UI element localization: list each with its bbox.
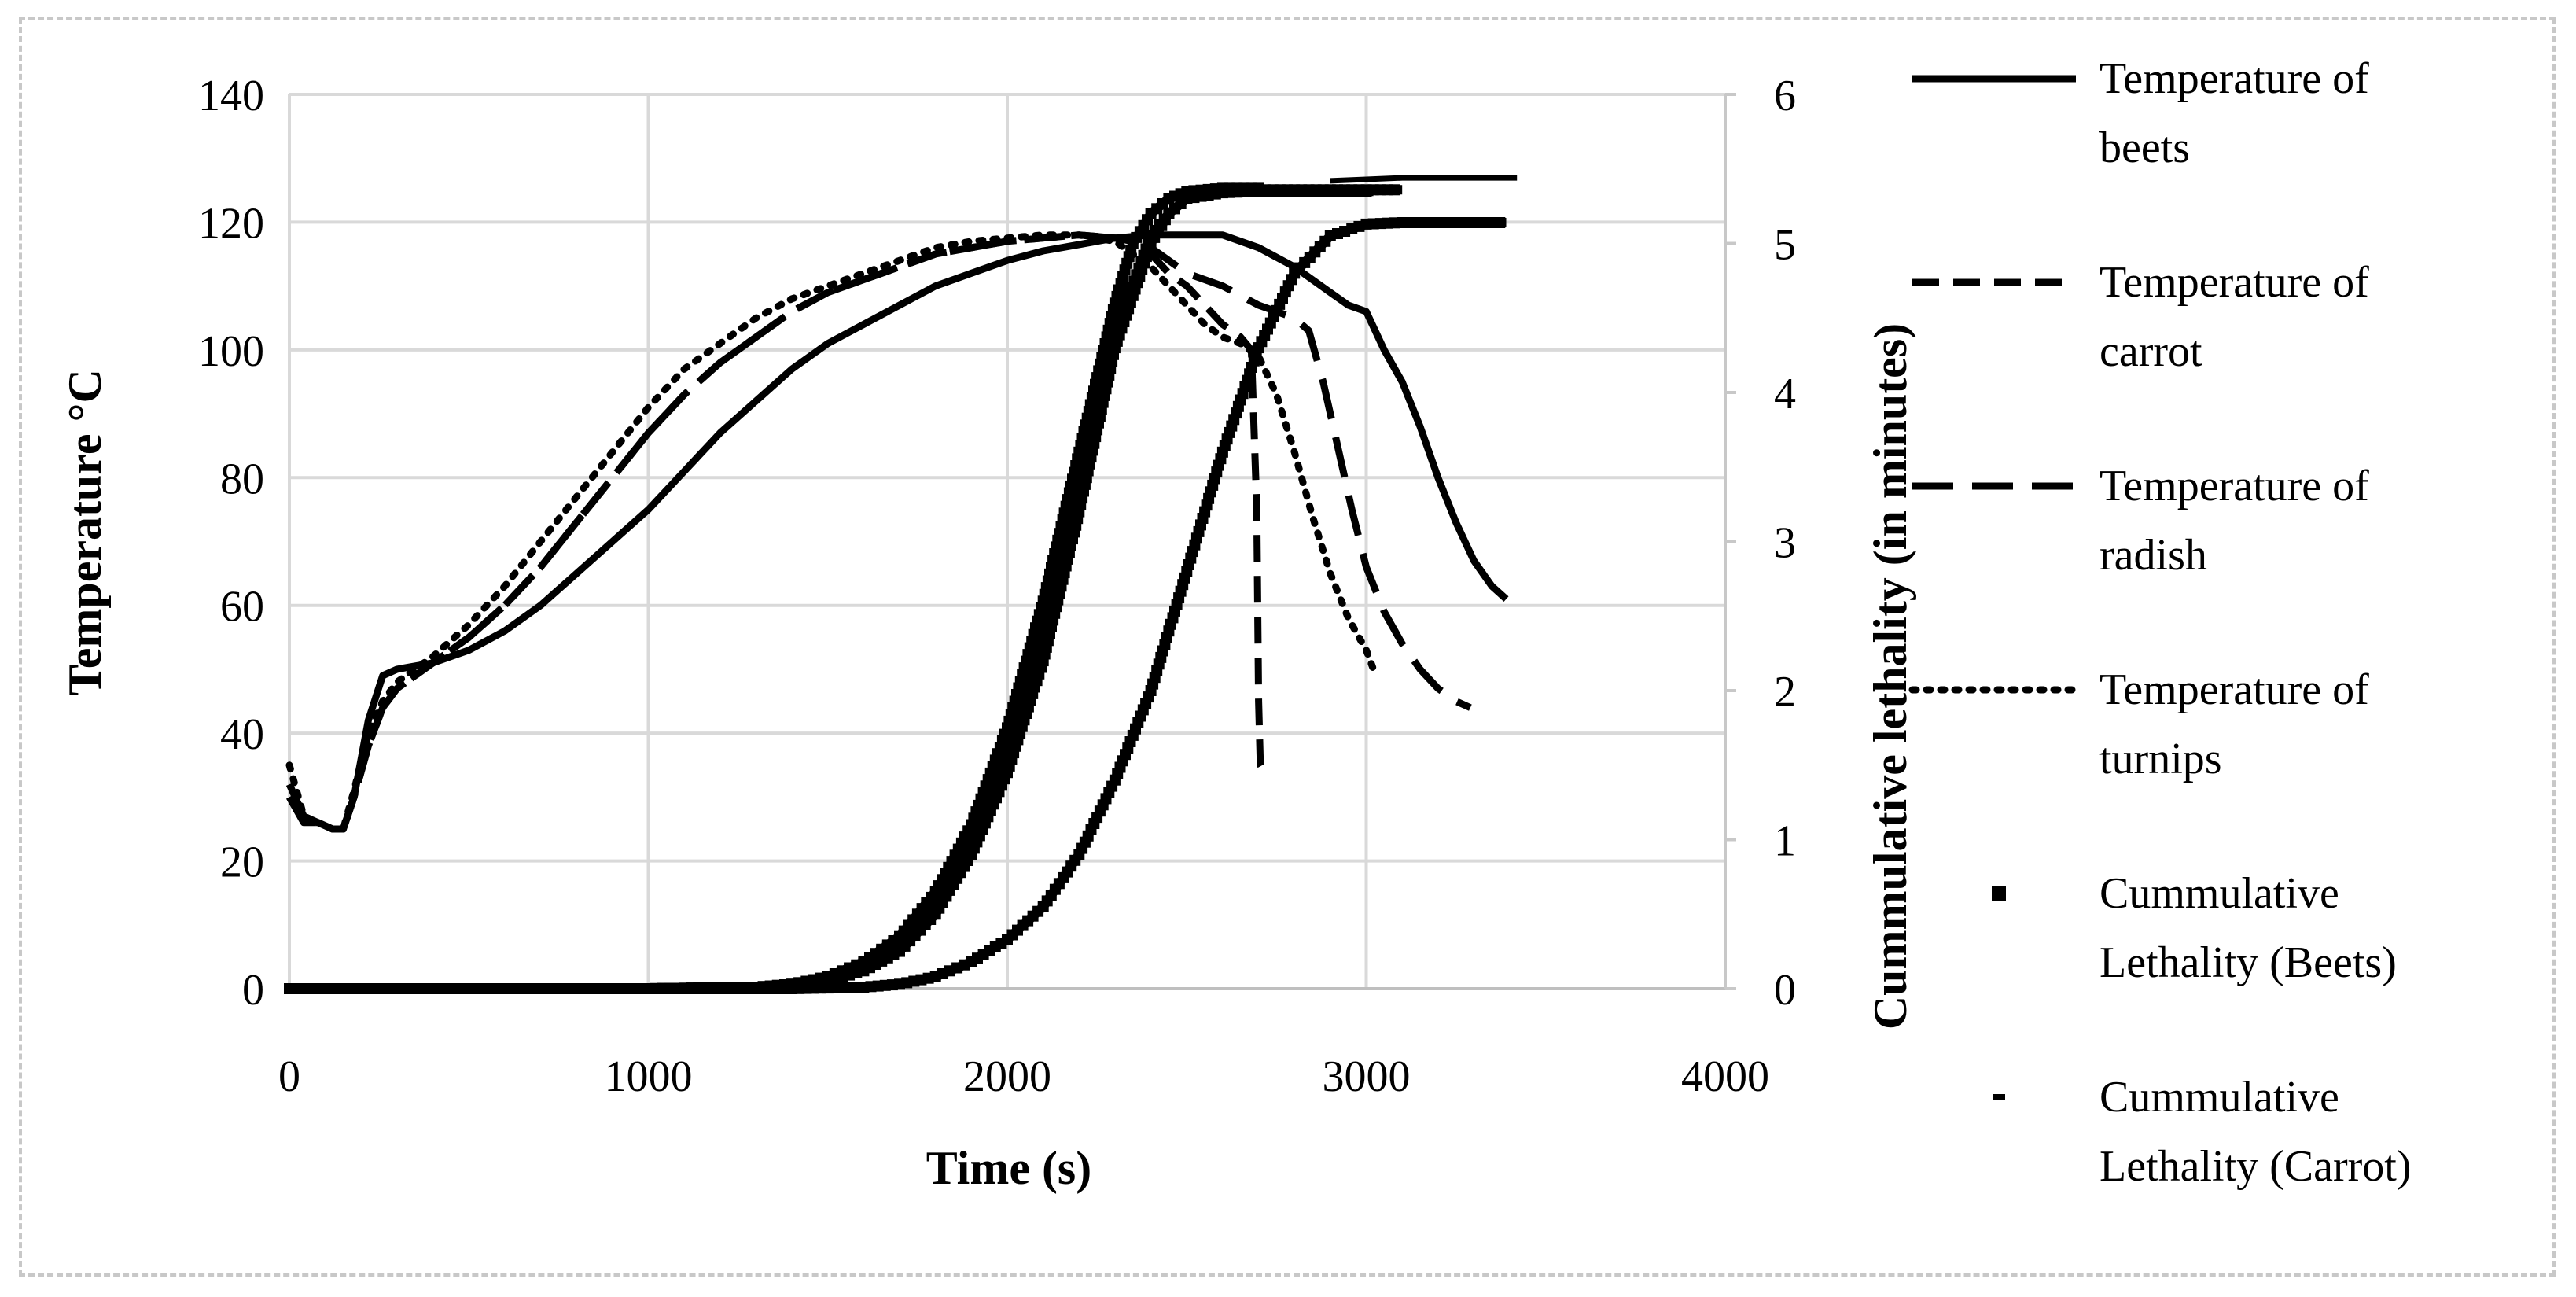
x-tick-label: 2000 <box>963 1052 1051 1101</box>
y-tick-label: 120 <box>198 199 264 248</box>
x-tick-label: 3000 <box>1323 1052 1411 1101</box>
data-point <box>1389 184 1400 196</box>
data-point <box>1360 186 1372 197</box>
y-tick-label: 80 <box>220 455 264 503</box>
legend-label-line2: beets <box>2099 123 2190 172</box>
legend-label-line1: Temperature of <box>2099 665 2369 714</box>
x-tick-label: 0 <box>278 1052 300 1101</box>
series-cummulative-lethality-radish-line <box>289 185 1403 993</box>
data-point <box>1494 217 1506 228</box>
y-tick-label: 20 <box>220 838 264 887</box>
legend-label-line1: Temperature of <box>2099 54 2369 103</box>
y-tick-label: 0 <box>242 966 264 1015</box>
chart-frame <box>19 17 2556 1277</box>
legend-swatch <box>1992 886 2006 901</box>
series-cummulative-lethality-extended <box>1330 175 1518 184</box>
grid-lines <box>288 93 1727 990</box>
legend-swatch <box>1993 1094 2005 1100</box>
series-cummulative-lethality-carrot <box>284 182 1264 994</box>
legend-item: Temperature of turnips <box>1908 665 2369 783</box>
series-temperature-of-radish <box>286 231 1472 833</box>
series-temperature-of-beets <box>285 231 1509 833</box>
y2-tick-label: 0 <box>1774 966 1796 1015</box>
legend-label-line2: turnips <box>2099 735 2222 783</box>
series-layer <box>284 175 1518 994</box>
y2-tick-label: 6 <box>1774 72 1796 120</box>
y-tick-label: 140 <box>198 72 264 120</box>
y2-tick-label: 2 <box>1774 668 1796 717</box>
axes <box>289 93 1736 990</box>
series-cummulative-lethality-turnips <box>284 186 1374 994</box>
y-tick-label: 100 <box>198 327 264 376</box>
legend-label-line2: Lethality (Carrot) <box>2099 1142 2412 1191</box>
legend-label-line2: Lethality (Beets) <box>2099 938 2397 987</box>
series-temperature-of-turnips <box>285 231 1378 833</box>
legend-item: Temperature of beets <box>1912 54 2369 172</box>
y2-tick-label: 1 <box>1774 817 1796 866</box>
legend-item: Cummulative Lethality (Carrot) <box>1993 1073 2412 1191</box>
x-tick-label: 1000 <box>605 1052 693 1101</box>
y-tick-label: 60 <box>220 583 264 632</box>
y2-tick-label: 4 <box>1774 370 1796 418</box>
legend-label-line1: Cummulative <box>2099 1073 2339 1122</box>
legend-item: Cummulative Lethality (Beets) <box>1992 869 2397 987</box>
y2-tick-label: 3 <box>1774 519 1796 568</box>
legend-label-line1: Cummulative <box>2099 869 2339 918</box>
legend-label-line2: radish <box>2099 531 2207 580</box>
legend-label-line2: carrot <box>2099 327 2202 376</box>
y2-axis-title: Cummulative lethality (in minutes) <box>1864 323 1916 1030</box>
y-tick-label: 40 <box>220 710 264 759</box>
legend-item: Temperature of radish <box>1912 462 2369 580</box>
x-tick-label: 4000 <box>1681 1052 1769 1101</box>
y-axis-title: Temperature °C <box>59 369 111 696</box>
x-axis-title: Time (s) <box>926 1142 1092 1194</box>
legend-label-line1: Temperature of <box>2099 258 2369 307</box>
legend-item: Temperature of carrot <box>1912 258 2369 376</box>
legend-label-line1: Temperature of <box>2099 462 2369 510</box>
y2-tick-label: 5 <box>1774 221 1796 270</box>
series-cummulative-lethality-radish <box>284 184 1403 994</box>
